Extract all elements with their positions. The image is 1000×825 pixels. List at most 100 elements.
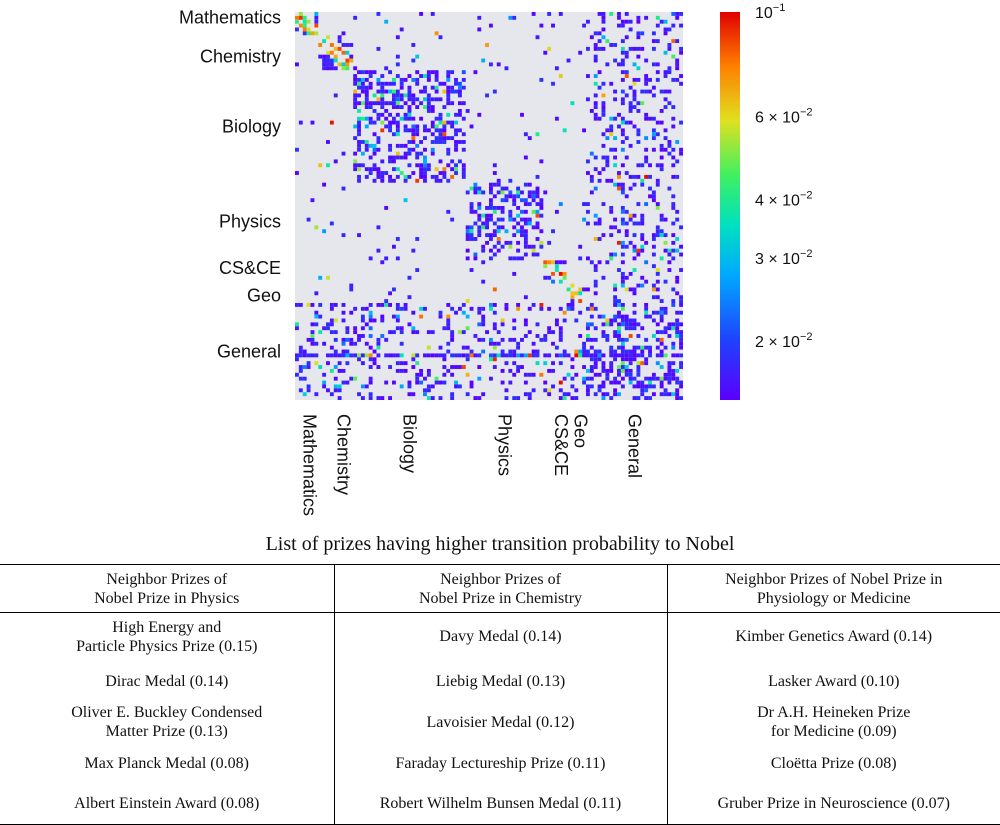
heatmap-cell: [632, 213, 637, 218]
heatmap-cell: [547, 240, 552, 245]
heatmap-cell: [469, 186, 474, 191]
heatmap-cell: [671, 287, 676, 292]
heatmap-cell: [454, 380, 458, 385]
heatmap-cell: [364, 116, 369, 121]
heatmap-cell: [609, 12, 614, 16]
heatmap-cell: [461, 147, 466, 152]
heatmap-cell: [485, 43, 489, 47]
heatmap-cell: [667, 186, 672, 191]
heatmap-cell: [360, 306, 365, 311]
heatmap-cell: [636, 54, 641, 59]
heatmap-cell: [582, 128, 586, 133]
heatmap-cell: [372, 120, 377, 125]
heatmap-cell: [477, 112, 482, 117]
heatmap-cell: [512, 233, 517, 238]
heatmap-cell: [349, 58, 354, 63]
heatmap-cell: [364, 89, 369, 94]
heatmap-cell: [586, 46, 590, 51]
heatmap-cell: [477, 353, 482, 358]
heatmap-cell: [500, 225, 505, 230]
heatmap-cell: [659, 353, 664, 358]
heatmap-cell: [531, 372, 536, 377]
heatmap-cell: [613, 58, 618, 63]
heatmap-cell: [492, 322, 497, 327]
heatmap-cell: [551, 279, 555, 284]
heatmap-cell: [663, 345, 668, 350]
heatmap-cell: [551, 260, 555, 265]
heatmap-cell: [341, 62, 346, 67]
heatmap-cell: [578, 299, 583, 303]
heatmap-cell: [644, 361, 649, 366]
heatmap-cell: [558, 279, 563, 284]
heatmap-cell: [446, 147, 451, 152]
heatmap-cell: [341, 318, 346, 323]
heatmap-cell: [624, 365, 629, 369]
heatmap-cell: [310, 337, 315, 342]
heatmap-cell: [679, 341, 683, 346]
heatmap-cell: [430, 396, 435, 400]
heatmap-cell: [489, 190, 493, 195]
heatmap-cell: [620, 353, 625, 358]
heatmap-cell: [442, 140, 447, 144]
heatmap-cell: [527, 372, 532, 377]
heatmap-cell: [648, 376, 652, 381]
heatmap-cell: [593, 74, 598, 78]
heatmap-cell: [632, 396, 637, 400]
heatmap-cell: [395, 62, 400, 67]
heatmap-cell: [523, 155, 528, 160]
heatmap-cell: [314, 310, 319, 315]
heatmap-cell: [624, 233, 629, 238]
heatmap-cell: [655, 120, 660, 125]
heatmap-cell: [620, 322, 625, 327]
heatmap-cell: [434, 77, 439, 82]
heatmap-cell: [485, 225, 489, 230]
heatmap-cell: [613, 43, 618, 47]
heatmap-cell: [411, 132, 416, 137]
heatmap-cell: [384, 124, 389, 129]
heatmap-cell: [492, 233, 497, 238]
heatmap-cell: [659, 314, 664, 319]
heatmap-cell: [461, 70, 466, 75]
heatmap-cell: [671, 256, 676, 261]
heatmap-cell: [298, 15, 303, 20]
heatmap-cell: [539, 202, 544, 206]
heatmap-cell: [357, 124, 361, 129]
heatmap-cell: [376, 303, 381, 307]
heatmap-cell: [395, 89, 400, 94]
heatmap-cell: [295, 326, 299, 331]
heatmap-cell: [415, 132, 420, 137]
heatmap-cell: [659, 155, 664, 160]
heatmap-cell: [523, 233, 528, 238]
heatmap-cell: [395, 54, 400, 59]
heatmap-cell: [651, 244, 656, 249]
heatmap-cell: [609, 206, 614, 210]
heatmap-cell: [663, 388, 668, 393]
heatmap-cell: [372, 143, 377, 148]
heatmap-cell: [609, 124, 614, 129]
heatmap-cell: [539, 77, 544, 82]
heatmap-cell: [326, 275, 330, 280]
heatmap-cell: [640, 244, 645, 249]
heatmap-cell: [454, 89, 458, 94]
heatmap-cell: [613, 225, 618, 230]
heatmap-cell: [601, 167, 606, 172]
heatmap-cell: [551, 384, 555, 389]
heatmap-cell: [423, 155, 427, 160]
heatmap-cell: [644, 81, 649, 86]
heatmap-cell: [403, 155, 408, 160]
heatmap-cell: [489, 256, 493, 261]
heatmap-cell: [679, 295, 683, 300]
heatmap-cell: [644, 260, 649, 265]
heatmap-cell: [504, 66, 509, 71]
heatmap-cell: [655, 206, 660, 210]
heatmap-cell: [345, 43, 350, 47]
colorbar-tick-label: 3 × 10−2: [755, 248, 812, 268]
heatmap-cell: [586, 306, 590, 311]
heatmap-cell: [558, 202, 563, 206]
heatmap-cell: [395, 256, 400, 261]
heatmap-cell: [655, 271, 660, 276]
heatmap-cell: [624, 54, 629, 59]
colorbar-tick-label: 4 × 10−2: [755, 189, 812, 209]
heatmap-cell: [360, 384, 365, 389]
heatmap-cell: [632, 357, 637, 362]
